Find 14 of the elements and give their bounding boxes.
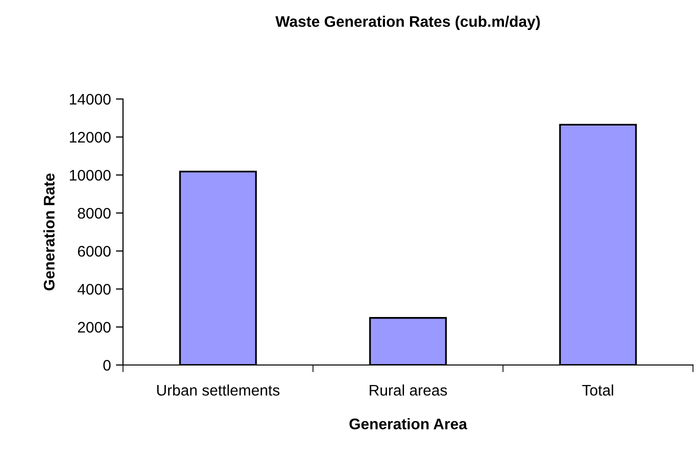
y-tick-label: 12000 [70,132,111,143]
x-axis-title: Generation Area [349,418,468,430]
y-tick-label: 4000 [78,284,111,295]
y-tick-label: 14000 [70,94,111,105]
y-tick-label: 2000 [78,322,111,333]
y-tick-label: 8000 [78,208,111,219]
y-tick-label: 0 [103,360,111,371]
x-tick-label: Urban settlements [157,384,280,396]
x-tick-label: Total [582,384,614,396]
chart-title: Waste Generation Rates (cub.m/day) [275,16,540,30]
y-axis-title: Generation Rate [43,174,55,290]
x-tick-label: Rural areas [370,384,447,396]
y-tick-label: 10000 [70,170,111,181]
y-tick-label: 6000 [78,246,111,257]
